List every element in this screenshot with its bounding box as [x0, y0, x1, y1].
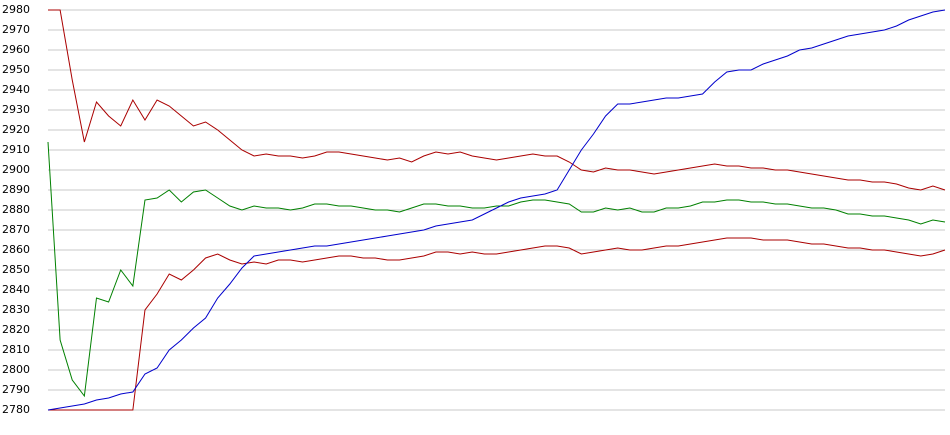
y-tick-label: 2920	[2, 123, 30, 136]
y-tick-label: 2800	[2, 363, 30, 376]
y-tick-label: 2790	[2, 383, 30, 396]
y-tick-label: 2980	[2, 3, 30, 16]
y-tick-label: 2850	[2, 263, 30, 276]
data-line	[47, 141, 946, 398]
y-tick-label: 2900	[2, 163, 30, 176]
y-tick-label: 2910	[2, 143, 30, 156]
y-tick-label: 2950	[2, 63, 30, 76]
y-tick-label: 2840	[2, 283, 30, 296]
y-tick-label: 2810	[2, 343, 30, 356]
y-tick-label: 2880	[2, 203, 30, 216]
y-tick-label: 2890	[2, 183, 30, 196]
y-tick-label: 2870	[2, 223, 30, 236]
y-tick-label: 2830	[2, 303, 30, 316]
y-tick-label: 2860	[2, 243, 30, 256]
data-line	[48, 237, 946, 411]
y-tick-label: 2930	[2, 103, 30, 116]
y-tick-label: 2970	[2, 23, 30, 36]
data-line	[47, 9, 946, 411]
y-tick-label: 2780	[2, 403, 30, 416]
y-tick-label: 2820	[2, 323, 30, 336]
data-line	[48, 9, 946, 191]
y-tick-label: 2960	[2, 43, 30, 56]
y-tick-label: 2940	[2, 83, 30, 96]
